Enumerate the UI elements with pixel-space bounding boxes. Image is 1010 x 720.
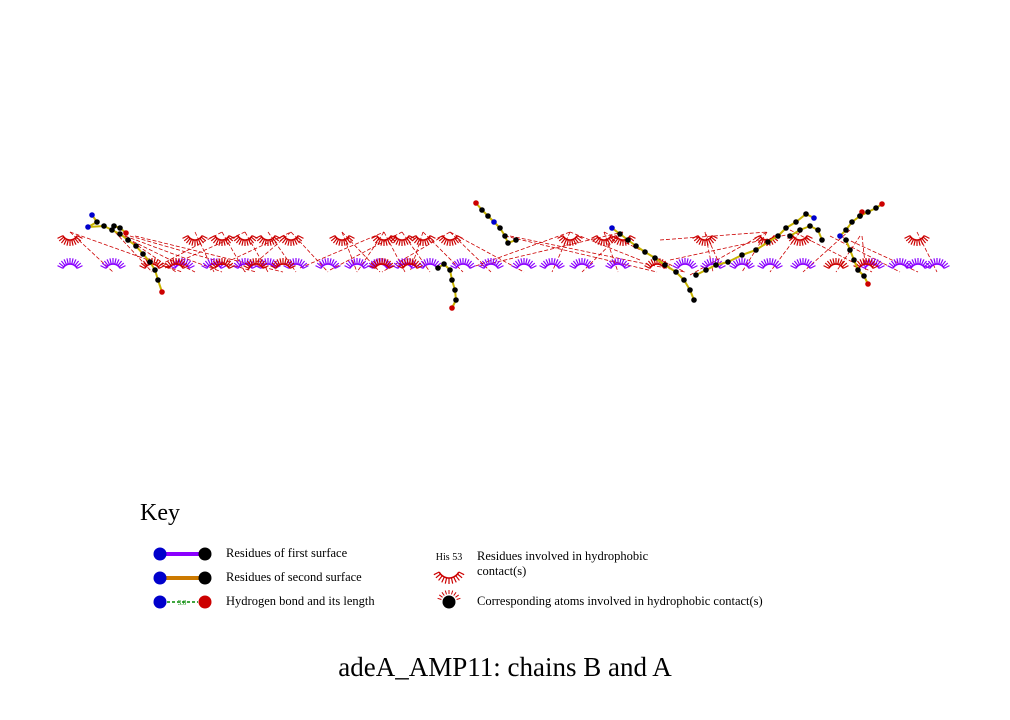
- bottom-residue-arc-19: [672, 258, 698, 269]
- chain-b-hydrophobic-residues: [57, 235, 930, 246]
- contact-line: [422, 231, 464, 273]
- top-residue-arc-10: [410, 235, 436, 246]
- bottom-contact-arc-5: [270, 258, 296, 269]
- contact-line: [409, 231, 424, 273]
- top-residue-arc-4: [232, 235, 258, 246]
- bottom-contact-arc-7: [397, 258, 423, 269]
- residue-structure-7: [787, 223, 825, 243]
- contact-line: [551, 231, 571, 273]
- residue-structure-9: [843, 237, 871, 287]
- residue-structure-2: [111, 223, 129, 236]
- contact-line: [829, 235, 901, 273]
- bottom-residue-arc-18: [605, 258, 631, 269]
- contact-line: [381, 231, 451, 273]
- bottom-contact-arc-2: [163, 258, 189, 269]
- contact-line: [704, 231, 714, 273]
- bottom-residue-arc-21: [729, 258, 755, 269]
- residue-structure-5: [609, 225, 697, 303]
- contact-line: [449, 231, 525, 273]
- top-residue-arc-7: [329, 235, 355, 246]
- contact-line: [689, 231, 768, 276]
- residue-structure-10: [857, 209, 865, 219]
- key-atom-symbol: [437, 590, 461, 609]
- key-second-surface-label: Residues of second surface: [226, 570, 362, 584]
- bottom-residue-arc-22: [757, 258, 783, 269]
- top-residue-arc-12: [557, 235, 583, 246]
- residue-structure-8: [837, 201, 885, 239]
- key-first-surface-symbol: [153, 547, 212, 561]
- contact-line: [509, 235, 686, 273]
- key-hydrophobic-example-label: His 53: [436, 552, 462, 563]
- bottom-contact-arc-9: [823, 258, 849, 269]
- bottom-residue-arc-17: [569, 258, 595, 269]
- bottom-residue-arc-15: [511, 258, 537, 269]
- contact-line: [789, 229, 873, 273]
- key-hbond-label: Hydrogen bond and its length: [226, 594, 375, 608]
- bottom-residue-arc-23: [790, 258, 816, 269]
- contact-line: [603, 231, 619, 273]
- contact-line: [129, 235, 257, 273]
- contact-line: [504, 235, 658, 273]
- bottom-residue-arc-1: [57, 258, 83, 269]
- bottom-residue-arc-27: [924, 258, 950, 269]
- top-residue-arc-9: [389, 235, 415, 246]
- top-residue-arc-18: [904, 235, 930, 246]
- residue-structure-1: [85, 212, 165, 295]
- contact-line: [802, 229, 851, 273]
- bottom-residue-arc-16: [539, 258, 565, 269]
- bottom-residue-arc-14: [478, 258, 504, 269]
- top-residue-arc-11: [437, 235, 463, 246]
- bottom-residue-arc-2: [100, 258, 126, 269]
- chain-a-hydrophobic-residues: [57, 258, 950, 269]
- contact-line: [290, 231, 329, 273]
- contact-line: [916, 231, 938, 273]
- top-residue-arc-3: [209, 235, 235, 246]
- top-residue-arc-15: [692, 235, 718, 246]
- bottom-residue-arc-8: [315, 258, 341, 269]
- contact-line: [341, 231, 358, 273]
- diagram-caption: adeA_AMP11: chains B and A: [338, 652, 672, 682]
- contact-line: [114, 231, 153, 273]
- top-residue-arc-1: [57, 235, 83, 246]
- contact-line: [449, 231, 492, 273]
- contact-line: [569, 231, 641, 261]
- key-hydrophobic-arc: [433, 571, 465, 584]
- key-hydrophobic-label: Residues involved in hydrophobic contact…: [477, 549, 649, 578]
- top-residue-arc-2: [182, 235, 208, 246]
- contact-line: [839, 235, 919, 273]
- bottom-residue-arc-9: [344, 258, 370, 269]
- interface-residue-structures: [85, 200, 885, 311]
- residue-structure-6: [693, 211, 817, 278]
- bottom-contact-arc-3: [209, 258, 235, 269]
- key-hbond-symbol: 3.0: [153, 595, 212, 609]
- contact-line: [299, 231, 385, 269]
- bottom-residue-arc-4: [201, 258, 227, 269]
- key-hbond-length: 3.0: [178, 599, 187, 607]
- key-atoms-label: Corresponding atoms involved in hydropho…: [477, 594, 763, 608]
- top-residue-arc-6: [278, 235, 304, 246]
- key-first-surface-label: Residues of first surface: [226, 546, 348, 560]
- key-title: Key: [140, 500, 180, 526]
- bottom-contact-arc-6: [369, 258, 395, 269]
- contact-line: [69, 231, 183, 273]
- bottom-residue-arc-13: [450, 258, 476, 269]
- key-hydrophobic-symbol: His 53: [433, 552, 465, 584]
- contact-line: [134, 235, 284, 273]
- residue-structure-3: [473, 200, 519, 246]
- residue-structure-4: [435, 261, 459, 311]
- bottom-contact-arc-4: [243, 258, 269, 269]
- key-second-surface-symbol: [153, 571, 212, 585]
